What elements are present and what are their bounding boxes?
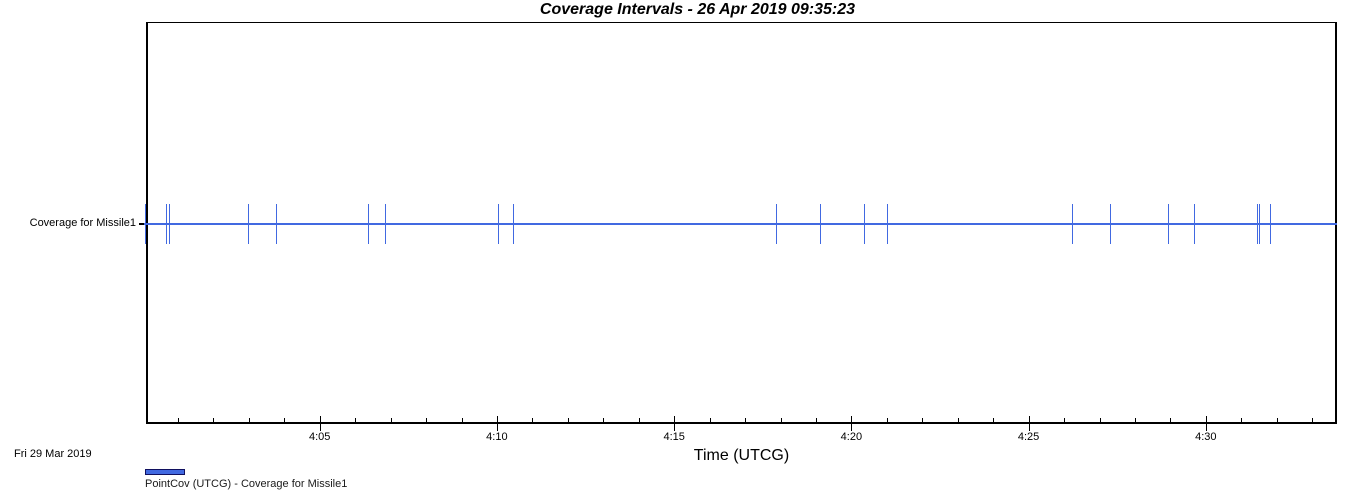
coverage-event-tick	[1194, 204, 1196, 244]
x-axis-minor-tick	[1170, 418, 1172, 423]
coverage-event-tick	[819, 204, 821, 244]
x-axis-minor-tick	[886, 418, 888, 423]
coverage-event-tick	[512, 204, 514, 244]
coverage-event-tick	[169, 204, 171, 244]
x-axis-tick-label: 4:15	[663, 431, 685, 443]
x-axis-minor-tick	[993, 418, 995, 423]
coverage-event-tick	[384, 204, 386, 244]
x-axis-tick-label: 4:05	[308, 431, 331, 443]
x-axis-tick-label: 4:20	[840, 431, 863, 443]
x-axis-minor-tick	[780, 418, 782, 423]
x-axis-title: Time (UTCG)	[693, 447, 790, 464]
x-axis-minor-tick	[1064, 418, 1066, 423]
x-axis-minor-tick	[1276, 418, 1278, 423]
x-axis-minor-tick	[1241, 418, 1243, 423]
x-axis-major-tick	[1205, 416, 1207, 431]
x-axis-minor-tick	[567, 418, 569, 423]
coverage-event-tick	[248, 204, 250, 244]
x-axis-minor-tick	[603, 418, 605, 423]
x-axis-minor-tick	[248, 418, 250, 423]
x-axis-minor-tick	[177, 418, 179, 423]
coverage-event-tick	[1110, 204, 1112, 244]
x-axis-tick-label: 4:25	[1017, 431, 1040, 443]
x-axis-minor-tick	[1135, 418, 1136, 423]
x-axis-minor-tick	[815, 418, 817, 423]
coverage-event-tick	[1071, 204, 1073, 244]
coverage-event-tick	[1259, 204, 1261, 244]
chart-title: Coverage Intervals - 26 Apr 2019 09:35:2…	[539, 1, 856, 18]
legend-line-swatch	[145, 469, 185, 475]
legend: PointCov (UTCG) - Coverage for Missile1	[145, 469, 347, 490]
coverage-event-tick	[886, 204, 888, 244]
coverage-event-tick	[1270, 204, 1271, 244]
coverage-event-tick	[864, 204, 866, 244]
coverage-event-tick	[367, 204, 369, 244]
x-axis-major-tick	[674, 416, 676, 431]
coverage-event-tick	[276, 204, 278, 244]
x-axis-minor-tick	[1099, 418, 1101, 423]
x-axis-minor-tick	[745, 418, 746, 423]
coverage-event-tick	[145, 204, 147, 244]
x-axis-minor-tick	[284, 418, 286, 423]
x-axis-minor-tick	[426, 418, 427, 423]
x-axis-minor-tick	[1312, 418, 1314, 423]
x-axis-major-tick	[319, 416, 321, 431]
coverage-event-tick	[1256, 204, 1258, 244]
coverage-event-tick	[775, 204, 777, 244]
x-axis-minor-tick	[709, 418, 711, 423]
x-axis-major-tick	[496, 416, 498, 431]
coverage-interval-line	[144, 223, 1337, 225]
x-axis-tick-label: 4:10	[486, 431, 508, 443]
x-axis-minor-tick	[957, 418, 959, 423]
date-stamp: Fri 29 Mar 2019	[14, 448, 92, 460]
x-axis-minor-tick	[638, 418, 640, 423]
x-axis-minor-tick	[922, 418, 924, 423]
row-label-coverage-for-missile1: Coverage for Missile1	[29, 217, 136, 229]
coverage-event-tick	[498, 204, 499, 244]
y-axis-category-tick	[139, 223, 146, 225]
legend-label: PointCov (UTCG) - Coverage for Missile1	[145, 478, 348, 490]
x-axis-minor-tick	[355, 418, 357, 423]
x-axis-minor-tick	[532, 418, 534, 423]
coverage-event-tick	[165, 204, 167, 244]
x-axis-major-tick	[1028, 416, 1030, 431]
x-axis-minor-tick	[390, 418, 392, 423]
coverage-event-tick	[1167, 204, 1169, 244]
x-axis-major-tick	[851, 416, 853, 431]
x-axis-tick-label: 4:30	[1195, 431, 1217, 443]
x-axis-minor-tick	[213, 418, 215, 423]
x-axis-minor-tick	[461, 418, 463, 423]
